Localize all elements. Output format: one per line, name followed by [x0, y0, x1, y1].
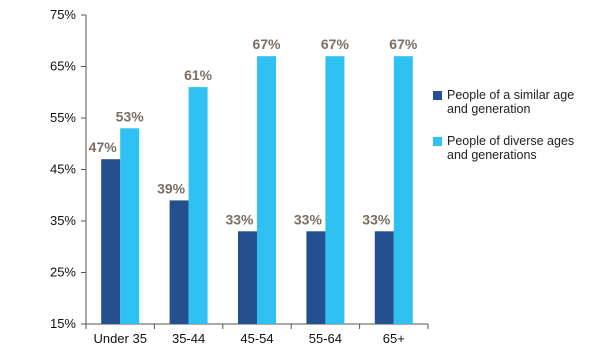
data-label: 67% — [389, 36, 418, 52]
data-label: 33% — [225, 211, 254, 227]
legend: People of a similar age and generation P… — [433, 88, 598, 180]
bar — [374, 231, 394, 324]
y-tick-label: 65% — [50, 59, 76, 74]
data-label: 39% — [157, 180, 186, 196]
y-tick-label: 25% — [50, 265, 76, 280]
legend-item-similar: People of a similar age and generation — [433, 88, 598, 116]
legend-swatch-similar — [433, 91, 442, 100]
bar — [325, 56, 345, 324]
data-labels: 47% 53% 39% 61% 33% 67% 33% 67% 33% 67% — [89, 36, 418, 227]
bar — [101, 159, 121, 324]
bar-chart: 15% 25% 35% 45% 55% 65% 75% Under 35 35-44 45-54… — [50, 7, 429, 346]
x-tick-label: 45-54 — [240, 331, 273, 346]
data-label: 47% — [89, 139, 118, 155]
legend-label-diverse: People of diverse ages and generations — [447, 134, 575, 162]
bar — [238, 231, 257, 324]
data-label: 67% — [321, 36, 350, 52]
data-label: 53% — [116, 108, 145, 124]
y-tick-label: 35% — [50, 213, 76, 228]
data-label: 33% — [362, 211, 391, 227]
y-tick-label: 45% — [50, 162, 76, 177]
legend-item-diverse: People of diverse ages and generations — [433, 134, 598, 162]
x-tick-label: 65+ — [383, 331, 405, 346]
data-label: 67% — [252, 36, 281, 52]
x-tick-label: 35-44 — [172, 331, 205, 346]
y-tick-label: 15% — [50, 316, 76, 331]
bar — [169, 200, 189, 324]
x-tick-label: 55-64 — [309, 331, 342, 346]
y-tick-label: 55% — [50, 110, 76, 125]
data-label: 33% — [294, 211, 323, 227]
bar — [188, 87, 208, 324]
legend-label-similar: People of a similar age and generation — [447, 88, 575, 116]
bars — [101, 56, 413, 324]
y-tick-label: 75% — [50, 7, 76, 22]
bar — [120, 128, 140, 324]
x-axis: Under 35 35-44 45-54 55-64 65+ — [85, 323, 429, 346]
bar — [257, 56, 276, 324]
bar — [393, 56, 413, 324]
x-tick-label: Under 35 — [93, 331, 146, 346]
bar — [306, 231, 326, 324]
y-axis: 15% 25% 35% 45% 55% 65% 75% — [50, 7, 87, 331]
data-label: 61% — [184, 67, 213, 83]
legend-swatch-diverse — [433, 137, 442, 146]
